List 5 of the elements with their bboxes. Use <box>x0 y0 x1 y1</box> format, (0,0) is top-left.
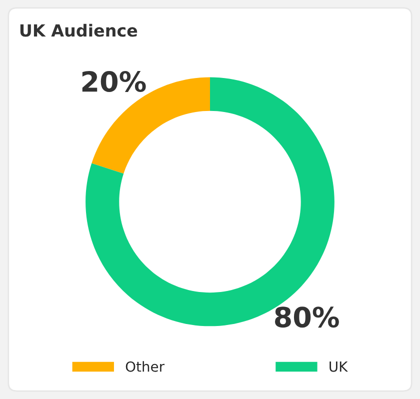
chart-title: UK Audience <box>20 24 138 37</box>
legend-label: Other <box>126 361 165 372</box>
data-label: 80% <box>275 306 339 328</box>
legend-label: UK <box>330 362 348 372</box>
data-label: 20% <box>82 70 146 92</box>
